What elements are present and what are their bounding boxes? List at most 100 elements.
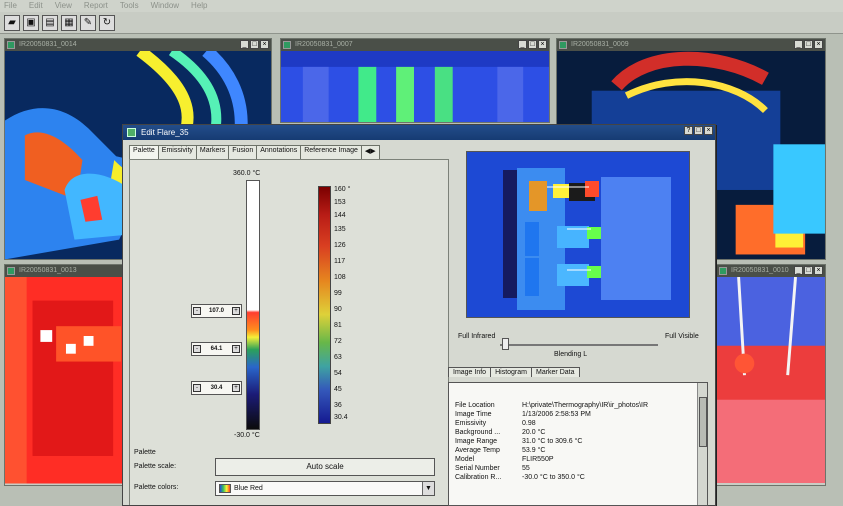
increment-icon[interactable]: + bbox=[231, 307, 240, 315]
menu-window[interactable]: Window bbox=[150, 1, 180, 10]
maximize-icon[interactable]: □ bbox=[804, 40, 813, 49]
dialog-title: Edit Flare_35 bbox=[141, 128, 189, 137]
tab-marker-data[interactable]: Marker Data bbox=[530, 367, 580, 377]
close-icon[interactable]: × bbox=[814, 40, 823, 49]
thermal-image-icon bbox=[127, 128, 136, 137]
window-title: IR20050831_0010 bbox=[731, 267, 789, 274]
menu-tools[interactable]: Tools bbox=[119, 1, 139, 10]
menu-edit[interactable]: Edit bbox=[28, 1, 43, 10]
full-infrared-label: Full Infrared bbox=[458, 333, 496, 340]
menu-view[interactable]: View bbox=[54, 1, 72, 10]
thermal-preview-image bbox=[466, 151, 690, 318]
tabs-scroll-buttons[interactable]: ◀▶ bbox=[360, 145, 380, 159]
thermal-image-icon bbox=[283, 41, 291, 49]
chevron-down-icon[interactable]: ▼ bbox=[422, 482, 434, 495]
window-title-bar[interactable]: IR20050831_0009 _ □ × bbox=[557, 39, 825, 51]
info-row-image-time: Image Time 1/13/2006 2:58:53 PM bbox=[455, 411, 591, 418]
close-icon[interactable]: × bbox=[538, 40, 547, 49]
image-info-panel: File Location H:\private\Thermography\IR\… bbox=[448, 382, 708, 506]
palette-panel bbox=[129, 159, 449, 505]
slider-thumb[interactable] bbox=[502, 338, 509, 350]
colorbar-tick: 153 bbox=[334, 199, 346, 206]
info-tabs: Image Info Histogram Marker Data bbox=[448, 367, 580, 377]
window-title-bar[interactable]: IR20050831_0007 _ □ × bbox=[281, 39, 549, 51]
decrement-icon[interactable]: - bbox=[193, 384, 201, 392]
thermal-image-icon bbox=[7, 41, 15, 49]
info-row-background: Background ... 20.0 °C bbox=[455, 429, 546, 436]
tab-reference-image[interactable]: Reference Image bbox=[300, 145, 362, 159]
thermal-image bbox=[5, 277, 123, 484]
palette-swatch-icon bbox=[219, 484, 231, 493]
scroll-thumb[interactable] bbox=[699, 397, 707, 447]
dialog-tabs: Palette Emissivity Markers Fusion Annota… bbox=[129, 145, 380, 159]
maximize-icon[interactable]: □ bbox=[804, 266, 813, 275]
tab-palette[interactable]: Palette bbox=[129, 145, 159, 159]
decrement-icon[interactable]: - bbox=[193, 307, 201, 315]
tab-fusion[interactable]: Fusion bbox=[228, 145, 258, 159]
colorbar-tick: 117 bbox=[334, 258, 346, 265]
tab-emissivity[interactable]: Emissivity bbox=[157, 145, 197, 159]
info-row-file-location: File Location H:\private\Thermography\IR\… bbox=[455, 402, 649, 409]
temperature-scale-slider[interactable] bbox=[246, 180, 260, 430]
colorbar-tick: 126 bbox=[334, 242, 346, 249]
dialog-title-bar[interactable]: Edit Flare_35? □ × bbox=[123, 125, 715, 140]
toolbar: ▰ ▣ ▤ ▦ ✎ ↻ bbox=[0, 12, 843, 34]
refresh-icon[interactable]: ↻ bbox=[99, 15, 115, 31]
edit-icon[interactable]: ✎ bbox=[80, 15, 96, 31]
palette-icon[interactable]: ▦ bbox=[61, 15, 77, 31]
thermal-image-icon bbox=[719, 267, 727, 275]
minimize-icon[interactable]: _ bbox=[794, 40, 803, 49]
window-title: IR20050831_0013 bbox=[19, 267, 77, 274]
help-icon[interactable]: ? bbox=[684, 126, 693, 135]
minimize-icon[interactable]: _ bbox=[518, 40, 527, 49]
tab-histogram[interactable]: Histogram bbox=[490, 367, 532, 377]
colorbar-tick: 99 bbox=[334, 290, 342, 297]
tab-annotations[interactable]: Annotations bbox=[256, 145, 302, 159]
info-scrollbar[interactable] bbox=[697, 383, 707, 505]
minimize-icon[interactable]: _ bbox=[240, 40, 249, 49]
palette-color-bar bbox=[318, 186, 331, 424]
tab-image-info[interactable]: Image Info bbox=[448, 367, 492, 377]
middle-limit-stepper[interactable]: -64.1 + bbox=[191, 342, 242, 356]
full-visible-label: Full Visible bbox=[665, 333, 699, 340]
open-icon[interactable]: ▤ bbox=[42, 15, 58, 31]
palette-color-select[interactable]: Blue Red ▼ bbox=[215, 481, 435, 496]
close-icon[interactable]: × bbox=[704, 126, 713, 135]
colorbar-tick: 108 bbox=[334, 274, 346, 281]
auto-scale-button[interactable]: Auto scale bbox=[215, 458, 435, 476]
increment-icon[interactable]: + bbox=[232, 345, 240, 353]
scale-top-value: 360.0 °C bbox=[233, 170, 261, 177]
upper-limit-stepper[interactable]: -107.0 + bbox=[191, 304, 242, 318]
lower-limit-stepper[interactable]: -30.4 + bbox=[191, 381, 242, 395]
minimize-icon[interactable]: _ bbox=[794, 266, 803, 275]
maximize-icon[interactable]: □ bbox=[250, 40, 259, 49]
thermal-window-4[interactable]: IR20050831_0013 bbox=[4, 264, 124, 486]
thermal-image bbox=[281, 51, 549, 122]
thermal-image bbox=[717, 277, 825, 484]
palette-scale-label: Palette scale: bbox=[134, 463, 177, 470]
increment-icon[interactable]: + bbox=[232, 384, 240, 392]
folder-icon[interactable]: ▰ bbox=[4, 15, 20, 31]
menu-file[interactable]: File bbox=[4, 1, 17, 10]
menu-report[interactable]: Report bbox=[83, 1, 108, 10]
info-row-emissivity: Emissivity 0.98 bbox=[455, 420, 536, 427]
thermal-window-2[interactable]: IR20050831_0007 _ □ × bbox=[280, 38, 550, 123]
menu-help[interactable]: Help bbox=[191, 1, 208, 10]
thermal-window-5[interactable]: IR20050831_0010 _ □ × bbox=[716, 264, 826, 486]
menu-bar: File Edit View Report Tools Window Help bbox=[0, 0, 843, 12]
tab-markers[interactable]: Markers bbox=[195, 145, 230, 159]
close-icon[interactable]: × bbox=[814, 266, 823, 275]
info-row-serial-number: Serial Number 55 bbox=[455, 465, 530, 472]
close-icon[interactable]: × bbox=[260, 40, 269, 49]
window-title: IR20050831_0009 bbox=[571, 41, 629, 48]
window-title-bar[interactable]: IR20050831_0010 _ □ × bbox=[717, 265, 825, 277]
maximize-icon[interactable]: □ bbox=[694, 126, 703, 135]
colorbar-tick: 36 bbox=[334, 402, 342, 409]
thermal-image-icon bbox=[7, 267, 15, 275]
save-icon[interactable]: ▣ bbox=[23, 15, 39, 31]
decrement-icon[interactable]: - bbox=[193, 345, 201, 353]
window-title-bar[interactable]: IR20050831_0013 bbox=[5, 265, 123, 277]
maximize-icon[interactable]: □ bbox=[528, 40, 537, 49]
blending-slider[interactable] bbox=[500, 338, 658, 350]
window-title-bar[interactable]: IR20050831_0014 _ □ × bbox=[5, 39, 271, 51]
